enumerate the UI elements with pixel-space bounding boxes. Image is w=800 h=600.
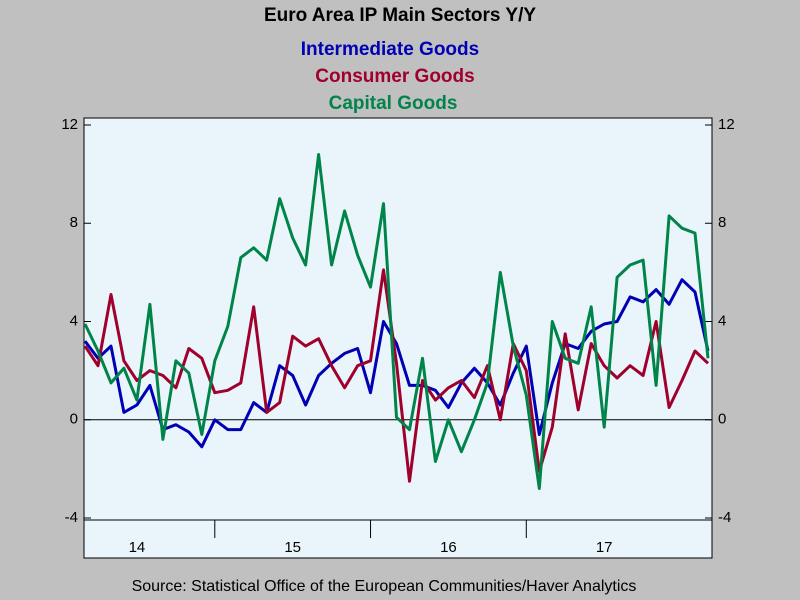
y2-tick-label: 0 bbox=[718, 411, 726, 428]
series-line bbox=[83, 268, 710, 483]
y2-tick-label: 4 bbox=[718, 312, 726, 329]
legend-entry: Intermediate Goods bbox=[301, 39, 479, 60]
y2-tick-label: -4 bbox=[718, 509, 731, 526]
legend-entry: Capital Goods bbox=[329, 93, 458, 114]
chart-title: Euro Area IP Main Sectors Y/Y bbox=[264, 5, 536, 26]
y2-tick-label: 8 bbox=[718, 214, 726, 231]
y-tick-label: 4 bbox=[70, 312, 78, 329]
x-tick-label: 16 bbox=[440, 539, 457, 556]
x-tick-label: 17 bbox=[596, 539, 613, 556]
source: Source: Statistical Office of the Europe… bbox=[132, 578, 637, 595]
series-line bbox=[83, 153, 710, 490]
plot-area bbox=[83, 117, 713, 559]
y-tick-label: 12 bbox=[61, 116, 78, 133]
series-line bbox=[83, 278, 710, 449]
y-tick-label: -4 bbox=[65, 509, 78, 526]
y2-tick-label: 12 bbox=[718, 116, 735, 133]
y-tick-label: 0 bbox=[70, 411, 78, 428]
x-tick-label: 14 bbox=[129, 539, 146, 556]
legend-entry: Consumer Goods bbox=[315, 66, 474, 87]
x-tick-label: 15 bbox=[284, 539, 301, 556]
y-tick-label: 8 bbox=[70, 214, 78, 231]
